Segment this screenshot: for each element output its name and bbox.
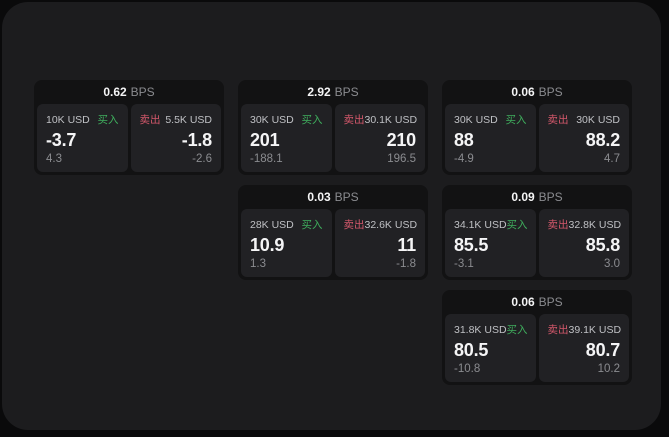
buy-amount: 30K USD [250, 114, 294, 126]
sell-amount: 32.8K USD [568, 219, 622, 231]
sell-tile[interactable]: 卖出 32.6K USD 11 -1.8 [334, 209, 425, 277]
sell-price: 11 [397, 235, 416, 256]
sell-change: 196.5 [387, 152, 416, 165]
buy-tile[interactable]: 31.8K USD 买入 80.5 -10.8 [445, 314, 536, 382]
quote-card: 0.06 BPS 30K USD 买入 88 -4.9 卖出 30K USD [442, 80, 632, 175]
quote-card: 0.62 BPS 10K USD 买入 -3.7 4.3 卖出 5.5K USD [34, 80, 224, 175]
buy-label: 买入 [301, 114, 323, 126]
spread-unit: BPS [334, 190, 359, 204]
quote-card: 0.06 BPS 31.8K USD 买入 80.5 -10.8 卖出 39.1K… [442, 290, 632, 385]
sell-change: 10.2 [597, 362, 620, 375]
buy-amount: 10K USD [46, 114, 90, 126]
buy-label: 买入 [505, 114, 527, 126]
sell-price: 88.2 [585, 130, 620, 151]
quote-card: 0.03 BPS 28K USD 买入 10.9 1.3 卖出 32.6K USD [238, 185, 428, 280]
buy-amount: 28K USD [250, 219, 294, 231]
sell-label: 卖出 [547, 114, 569, 126]
buy-amount: 30K USD [454, 114, 498, 126]
sell-change: -2.6 [192, 152, 212, 165]
buy-price: 80.5 [454, 340, 489, 361]
spread-value: 0.03 [307, 190, 331, 204]
spread-value: 0.06 [511, 295, 535, 309]
sell-tile[interactable]: 卖出 32.8K USD 85.8 3.0 [538, 209, 629, 277]
spread-value: 0.09 [511, 190, 535, 204]
spread-header: 0.06 BPS [442, 80, 632, 104]
buy-amount: 31.8K USD [454, 324, 507, 336]
spread-header: 0.03 BPS [238, 185, 428, 209]
buy-change: -188.1 [250, 152, 283, 165]
spread-unit: BPS [334, 85, 359, 99]
buy-change: -4.9 [454, 152, 474, 165]
spread-header: 2.92 BPS [238, 80, 428, 104]
sell-price: 80.7 [585, 340, 620, 361]
sell-label: 卖出 [343, 114, 365, 126]
buy-price: 85.5 [454, 235, 489, 256]
spread-header: 0.09 BPS [442, 185, 632, 209]
spread-unit: BPS [538, 295, 563, 309]
quote-board: 0.62 BPS 10K USD 买入 -3.7 4.3 卖出 5.5K USD [34, 80, 632, 385]
quote-board-panel: 0.62 BPS 10K USD 买入 -3.7 4.3 卖出 5.5K USD [2, 2, 661, 430]
sell-label: 卖出 [547, 324, 569, 336]
buy-label: 买入 [301, 219, 323, 231]
sell-amount: 32.6K USD [364, 219, 418, 231]
spread-unit: BPS [538, 85, 563, 99]
buy-price: -3.7 [46, 130, 77, 151]
buy-tile[interactable]: 10K USD 买入 -3.7 4.3 [37, 104, 128, 172]
buy-amount: 34.1K USD [454, 219, 507, 231]
buy-label: 买入 [97, 114, 119, 126]
sell-change: 3.0 [604, 257, 620, 270]
buy-label: 买入 [506, 219, 528, 231]
buy-tile[interactable]: 34.1K USD 买入 85.5 -3.1 [445, 209, 536, 277]
buy-change: -3.1 [454, 257, 474, 270]
buy-price: 88 [454, 130, 474, 151]
sell-tile[interactable]: 卖出 39.1K USD 80.7 10.2 [538, 314, 629, 382]
sell-amount: 39.1K USD [568, 324, 622, 336]
buy-tile[interactable]: 30K USD 买入 201 -188.1 [241, 104, 332, 172]
sell-tile[interactable]: 卖出 30.1K USD 210 196.5 [334, 104, 425, 172]
sell-change: 4.7 [604, 152, 620, 165]
spread-header: 0.62 BPS [34, 80, 224, 104]
buy-tile[interactable]: 30K USD 买入 88 -4.9 [445, 104, 536, 172]
buy-change: -10.8 [454, 362, 481, 375]
sell-amount: 30K USD [576, 114, 620, 126]
sell-tile[interactable]: 卖出 30K USD 88.2 4.7 [538, 104, 629, 172]
sell-price: 210 [386, 130, 417, 151]
spread-unit: BPS [130, 85, 155, 99]
sell-price: -1.8 [181, 130, 212, 151]
sell-label: 卖出 [343, 219, 365, 231]
buy-change: 4.3 [46, 152, 62, 165]
buy-price: 10.9 [250, 235, 285, 256]
sell-label: 卖出 [547, 219, 569, 231]
quote-card: 2.92 BPS 30K USD 买入 201 -188.1 卖出 30.1K U… [238, 80, 428, 175]
buy-label: 买入 [506, 324, 528, 336]
quote-card: 0.09 BPS 34.1K USD 买入 85.5 -3.1 卖出 32.8K … [442, 185, 632, 280]
sell-label: 卖出 [139, 114, 161, 126]
sell-tile[interactable]: 卖出 5.5K USD -1.8 -2.6 [130, 104, 221, 172]
spread-value: 0.06 [511, 85, 535, 99]
sell-change: -1.8 [396, 257, 416, 270]
spread-value: 0.62 [103, 85, 127, 99]
buy-change: 1.3 [250, 257, 266, 270]
spread-unit: BPS [538, 190, 563, 204]
spread-value: 2.92 [307, 85, 331, 99]
buy-tile[interactable]: 28K USD 买入 10.9 1.3 [241, 209, 332, 277]
sell-price: 85.8 [585, 235, 620, 256]
sell-amount: 30.1K USD [364, 114, 418, 126]
spread-header: 0.06 BPS [442, 290, 632, 314]
buy-price: 201 [250, 130, 280, 151]
sell-amount: 5.5K USD [165, 114, 212, 126]
